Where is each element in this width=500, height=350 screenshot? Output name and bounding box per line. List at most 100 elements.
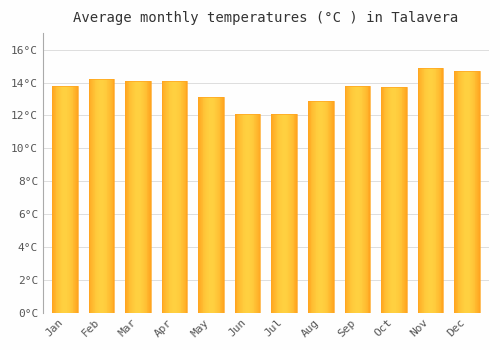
Bar	[358, 86, 359, 313]
Bar	[103, 79, 104, 313]
Bar	[461, 71, 462, 313]
Bar	[172, 81, 173, 313]
Bar	[208, 97, 210, 313]
Bar	[59, 86, 60, 313]
Bar	[436, 68, 437, 313]
Bar	[455, 71, 456, 313]
Bar	[275, 114, 276, 313]
Bar	[220, 97, 222, 313]
Bar	[273, 114, 274, 313]
Bar	[96, 79, 97, 313]
Bar	[213, 97, 214, 313]
Bar	[102, 79, 103, 313]
Bar	[108, 79, 109, 313]
Bar	[332, 100, 334, 313]
Bar	[477, 71, 478, 313]
Bar	[352, 86, 353, 313]
Bar	[344, 86, 346, 313]
Bar	[241, 114, 242, 313]
Bar	[365, 86, 366, 313]
Bar	[384, 88, 386, 313]
Bar	[57, 86, 58, 313]
Bar	[236, 114, 238, 313]
Bar	[392, 88, 393, 313]
Bar	[168, 81, 170, 313]
Bar	[254, 114, 256, 313]
Bar	[183, 81, 184, 313]
Bar	[456, 71, 458, 313]
Bar	[369, 86, 370, 313]
Bar	[285, 114, 286, 313]
Bar	[223, 97, 224, 313]
Bar	[348, 86, 349, 313]
Bar	[54, 86, 56, 313]
Bar	[174, 81, 176, 313]
Bar	[276, 114, 278, 313]
Bar	[60, 86, 62, 313]
Bar	[432, 68, 433, 313]
Bar	[88, 79, 114, 313]
Bar	[331, 100, 332, 313]
Bar	[292, 114, 294, 313]
Bar	[310, 100, 312, 313]
Bar	[434, 68, 436, 313]
Bar	[350, 86, 352, 313]
Bar	[321, 100, 322, 313]
Bar	[186, 81, 188, 313]
Bar	[315, 100, 316, 313]
Bar	[287, 114, 288, 313]
Bar	[258, 114, 260, 313]
Bar	[110, 79, 111, 313]
Bar	[381, 88, 382, 313]
Bar	[204, 97, 205, 313]
Bar	[478, 71, 479, 313]
Bar	[467, 71, 468, 313]
Bar	[98, 79, 99, 313]
Bar	[217, 97, 218, 313]
Bar	[405, 88, 406, 313]
Bar	[381, 88, 406, 313]
Bar	[144, 81, 145, 313]
Bar	[316, 100, 318, 313]
Bar	[202, 97, 203, 313]
Bar	[180, 81, 182, 313]
Bar	[308, 100, 309, 313]
Bar	[474, 71, 476, 313]
Bar	[97, 79, 98, 313]
Bar	[218, 97, 219, 313]
Bar	[52, 86, 53, 313]
Bar	[62, 86, 63, 313]
Bar	[178, 81, 179, 313]
Bar	[442, 68, 443, 313]
Bar	[402, 88, 403, 313]
Bar	[387, 88, 388, 313]
Bar	[383, 88, 384, 313]
Bar	[290, 114, 291, 313]
Bar	[248, 114, 250, 313]
Bar	[68, 86, 69, 313]
Bar	[109, 79, 110, 313]
Bar	[200, 97, 201, 313]
Bar	[99, 79, 100, 313]
Bar	[166, 81, 167, 313]
Bar	[430, 68, 432, 313]
Bar	[131, 81, 132, 313]
Bar	[294, 114, 296, 313]
Bar	[235, 114, 236, 313]
Bar	[90, 79, 91, 313]
Bar	[326, 100, 328, 313]
Bar	[162, 81, 188, 313]
Bar	[92, 79, 93, 313]
Bar	[479, 71, 480, 313]
Bar	[235, 114, 260, 313]
Bar	[207, 97, 208, 313]
Bar	[198, 97, 224, 313]
Bar	[394, 88, 396, 313]
Bar	[364, 86, 365, 313]
Bar	[386, 88, 387, 313]
Bar	[322, 100, 324, 313]
Bar	[52, 86, 78, 313]
Bar	[56, 86, 57, 313]
Bar	[388, 88, 390, 313]
Bar	[313, 100, 314, 313]
